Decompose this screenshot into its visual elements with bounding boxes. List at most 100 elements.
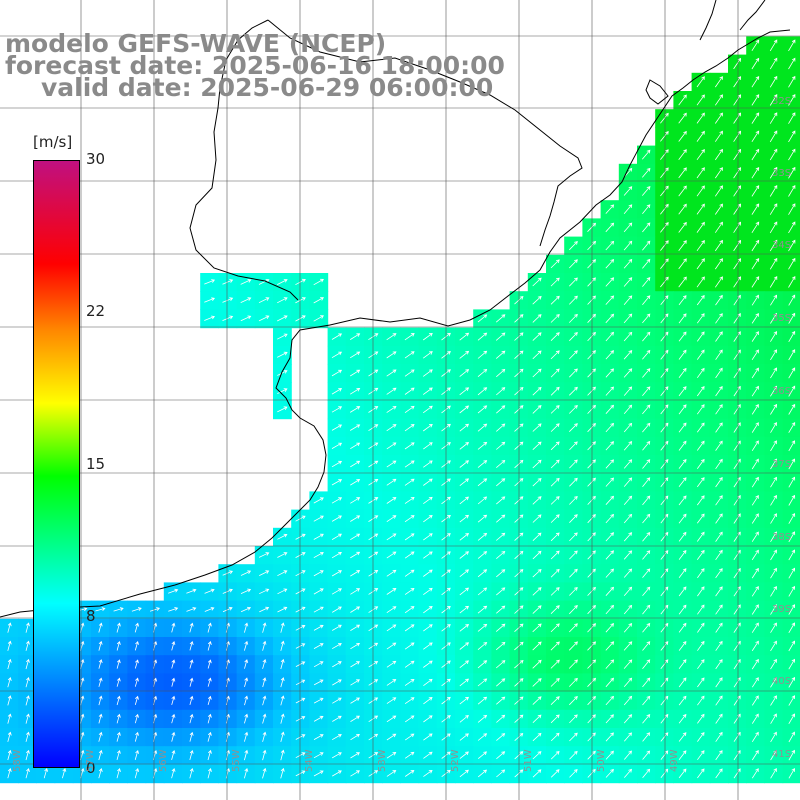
wind-cell: [655, 746, 674, 765]
wind-cell: [709, 546, 729, 565]
wind-arrow: [550, 677, 560, 687]
wind-cell: [546, 564, 565, 583]
wind-arrow: [770, 349, 778, 361]
wind-arrow: [423, 442, 433, 450]
wind-arrow: [788, 749, 795, 761]
wind-cell: [491, 309, 511, 329]
wind-cell: [655, 764, 674, 784]
wind-arrow: [715, 458, 723, 470]
wind-cell: [345, 364, 365, 383]
wind-arrow: [331, 588, 342, 595]
wind-arrow: [751, 257, 760, 270]
wind-cell: [691, 273, 711, 292]
wind-cell: [364, 327, 383, 347]
wind-arrow: [697, 586, 705, 597]
wind-arrow: [313, 278, 324, 286]
wind-cell: [327, 327, 347, 347]
wind-cell: [291, 527, 310, 547]
wind-arrow: [569, 350, 578, 360]
wind-arrow: [331, 734, 342, 741]
wind-arrow: [623, 714, 633, 724]
wind-cell: [364, 746, 383, 765]
wind-cell: [455, 709, 474, 729]
wind-arrow: [550, 769, 560, 778]
wind-arrow: [262, 767, 267, 779]
wind-arrow: [240, 315, 252, 322]
wind-cell: [691, 163, 711, 183]
wind-cell: [291, 546, 310, 565]
wind-cell: [746, 309, 765, 329]
wind-cell: [764, 564, 784, 583]
wind-arrow: [404, 424, 415, 432]
wind-cell: [673, 655, 693, 674]
wind-cell: [327, 509, 347, 529]
wind-cell: [400, 527, 420, 547]
wind-arrow: [715, 349, 723, 360]
wind-arrow: [733, 440, 741, 451]
wind-cell: [764, 273, 784, 292]
wind-arrow: [280, 640, 285, 651]
wind-cell: [637, 163, 656, 183]
wind-cell: [655, 673, 674, 693]
wind-cell: [546, 418, 565, 438]
wind-cell: [527, 764, 547, 784]
wind-cell: [618, 691, 638, 711]
wind-cell: [327, 728, 347, 747]
wind-cell: [455, 582, 474, 602]
wind-arrow: [459, 733, 469, 741]
wind-arrow: [733, 239, 742, 252]
wind-cell: [400, 691, 420, 711]
wind-cell: [728, 436, 747, 456]
wind-arrow: [477, 478, 488, 487]
wind-arrow: [587, 331, 596, 342]
wind-cell: [728, 200, 747, 219]
wind-arrow: [423, 751, 433, 759]
wind-cell: [691, 509, 711, 529]
wind-arrow: [660, 276, 669, 288]
wind-arrow: [404, 551, 415, 559]
wind-arrow: [404, 660, 415, 668]
colorbar-tick: 0: [86, 759, 96, 777]
wind-arrow: [678, 313, 687, 324]
wind-arrow: [733, 167, 742, 179]
wind-arrow: [25, 677, 30, 688]
wind-cell: [600, 254, 620, 274]
wind-arrow: [189, 731, 194, 742]
wind-cell: [291, 600, 310, 620]
wind-cell: [728, 291, 747, 310]
wind-arrow: [623, 422, 633, 433]
wind-arrow: [788, 549, 795, 561]
wind-arrow: [642, 713, 651, 724]
wind-cell: [400, 709, 420, 729]
lat-label: 34S: [772, 240, 792, 251]
wind-cell: [764, 218, 784, 238]
wind-cell: [400, 418, 420, 438]
wind-cell: [400, 382, 420, 401]
wind-arrow: [587, 495, 596, 505]
wind-cell: [709, 182, 729, 201]
wind-cell: [709, 764, 729, 784]
wind-arrow: [623, 641, 633, 651]
wind-arrow: [714, 276, 723, 288]
wind-cell: [564, 491, 583, 511]
wind-arrow: [204, 607, 215, 612]
wind-arrow: [262, 640, 267, 651]
wind-arrow: [277, 533, 288, 540]
wind-arrow: [477, 314, 488, 323]
wind-arrow: [207, 695, 212, 706]
wind-arrow: [660, 550, 669, 560]
wind-arrow: [733, 549, 741, 561]
wind-cell: [655, 364, 674, 383]
wind-arrow: [715, 586, 723, 597]
wind-arrow: [587, 696, 596, 706]
wind-cell: [764, 145, 784, 165]
wind-arrow: [116, 713, 121, 724]
wind-arrow: [386, 369, 397, 377]
wind-cell: [564, 236, 583, 256]
wind-arrow: [642, 659, 651, 669]
wind-arrow: [569, 495, 578, 505]
wind-cell: [709, 728, 729, 747]
wind-arrow: [386, 569, 397, 577]
wind-cell: [728, 728, 747, 747]
wind-cell: [418, 546, 438, 565]
